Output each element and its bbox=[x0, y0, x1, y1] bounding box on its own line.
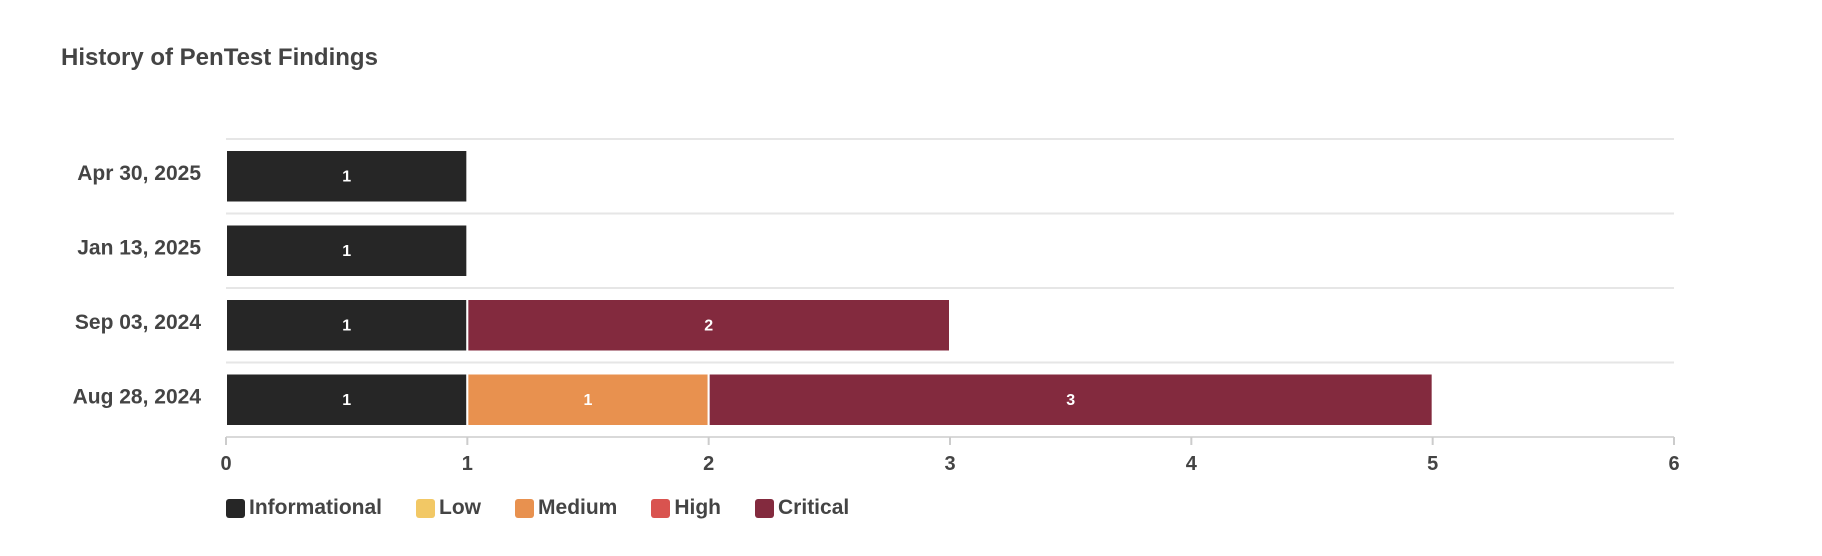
legend-label: Low bbox=[439, 496, 482, 519]
data-label: 1 bbox=[342, 168, 351, 185]
x-tick-label: 6 bbox=[1668, 453, 1679, 475]
legend-label: Informational bbox=[249, 496, 383, 519]
bar-informational[interactable] bbox=[225, 149, 469, 204]
legend-swatch bbox=[755, 498, 775, 518]
category-label: Aug 28, 2024 bbox=[73, 385, 202, 408]
legend-label: Critical bbox=[778, 496, 850, 519]
legend-swatch bbox=[416, 498, 436, 518]
chart-legend: Informational Low Medium High Critical bbox=[226, 496, 849, 520]
data-label: 1 bbox=[584, 392, 593, 409]
bar-critical[interactable] bbox=[466, 298, 951, 353]
bar-informational[interactable] bbox=[225, 223, 469, 278]
data-label: 1 bbox=[342, 317, 351, 334]
x-tick-label: 5 bbox=[1427, 453, 1438, 475]
bar-informational[interactable] bbox=[225, 372, 469, 427]
legend-swatch bbox=[226, 498, 245, 518]
x-tick-label: 1 bbox=[462, 453, 473, 475]
category-label: Apr 30, 2025 bbox=[77, 162, 201, 185]
data-label: 3 bbox=[1066, 392, 1075, 409]
legend-swatch bbox=[651, 498, 671, 518]
legend-swatch bbox=[515, 498, 535, 518]
x-tick-label: 2 bbox=[703, 453, 714, 475]
category-label: Jan 13, 2025 bbox=[77, 236, 201, 259]
legend-label: Medium bbox=[538, 496, 618, 519]
bar-medium[interactable] bbox=[466, 372, 710, 427]
legend-item-high[interactable]: High bbox=[651, 496, 721, 520]
x-tick-label: 4 bbox=[1186, 453, 1198, 475]
legend-item-critical[interactable]: Critical bbox=[755, 496, 849, 520]
bar-critical[interactable] bbox=[707, 372, 1434, 427]
data-label: 1 bbox=[342, 392, 351, 409]
category-label: Sep 03, 2024 bbox=[75, 311, 201, 334]
legend-item-medium[interactable]: Medium bbox=[515, 496, 617, 520]
x-tick-label: 3 bbox=[944, 453, 955, 475]
chart-title: History of PenTest Findings bbox=[61, 44, 378, 71]
data-label: 1 bbox=[342, 243, 351, 260]
x-tick-label: 0 bbox=[220, 453, 231, 475]
data-label: 2 bbox=[704, 317, 713, 334]
legend-item-low[interactable]: Low bbox=[416, 496, 481, 520]
legend-label: High bbox=[674, 496, 722, 519]
bar-informational[interactable] bbox=[225, 298, 469, 353]
legend-item-informational[interactable]: Informational bbox=[226, 496, 382, 520]
